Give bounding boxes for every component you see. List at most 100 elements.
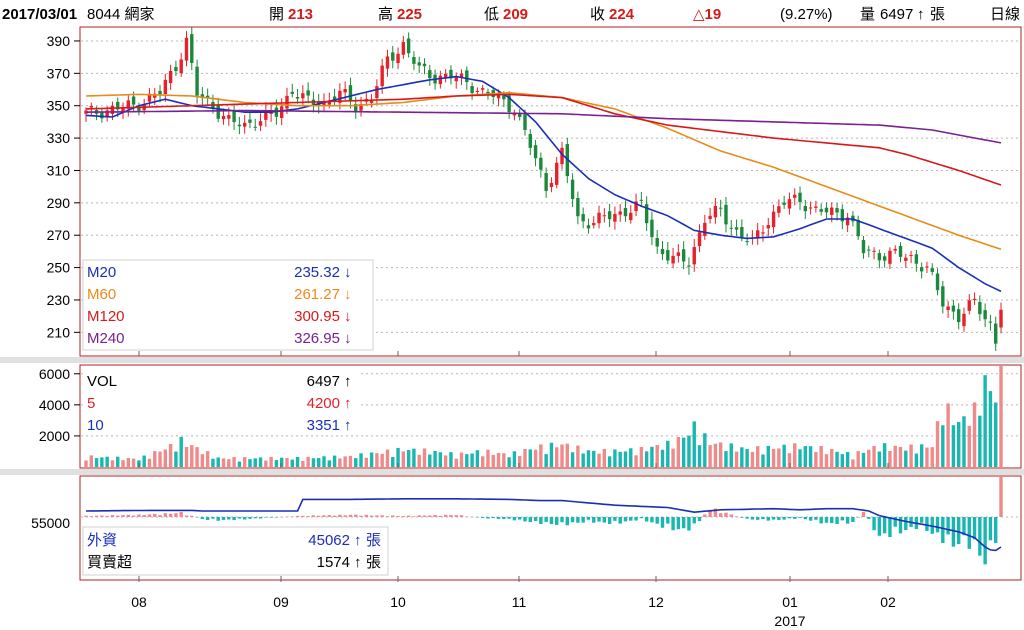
candle-body (401, 42, 406, 55)
volume-bar (544, 454, 548, 467)
volume-legend-box (83, 369, 358, 435)
volume-bar (888, 450, 892, 467)
volume-bar (517, 455, 522, 467)
candle-body (882, 256, 887, 261)
x-year-label: 2017 (774, 613, 805, 629)
foreign-flow-bar (242, 517, 247, 520)
volume-bar (227, 459, 231, 467)
candle-body (999, 309, 1003, 328)
foreign-flow-bar (729, 514, 733, 517)
header-period: 日線 (990, 6, 1020, 23)
candle-body (893, 248, 897, 251)
candle-body (502, 95, 506, 100)
volume-bar (190, 445, 194, 467)
x-month-label: 10 (390, 594, 406, 610)
legend-arrow: ↓ (344, 330, 352, 347)
foreign-flow-bar (110, 515, 115, 517)
foreign-flow-bar (951, 517, 956, 547)
candle-body (163, 79, 168, 95)
volume-bar (232, 457, 236, 467)
foreign-flow-bar (634, 517, 638, 521)
foreign-flow-bar (750, 517, 755, 520)
foreign-flow-bar (867, 517, 871, 519)
volume-bar (983, 375, 987, 467)
foreign-flow-bar (782, 517, 786, 520)
volume-bar (438, 452, 443, 467)
legend-name: M120 (87, 308, 125, 325)
candle-body (322, 101, 326, 106)
candle-body (121, 107, 125, 112)
candle-body (184, 37, 189, 61)
panel-separator-1 (0, 357, 1024, 363)
candle-body (914, 254, 919, 264)
foreign-flow-bar (517, 517, 522, 520)
candle-body (904, 257, 908, 261)
volume-bar (824, 454, 829, 467)
candle-body (396, 53, 400, 64)
foreign-flow-bar (962, 517, 966, 536)
foreign-flow-bar (338, 514, 342, 517)
volume-bar (597, 453, 601, 467)
candle-body (602, 215, 607, 217)
foreign-flow-bar (322, 515, 326, 517)
volume-bar (406, 450, 411, 467)
volume-bar (867, 449, 871, 467)
volume-bar (126, 458, 131, 467)
volume-bar (761, 454, 765, 467)
candle-body (972, 298, 977, 301)
foreign-flow-bar (380, 515, 384, 517)
candle-body (729, 227, 733, 229)
header-low: 209 (503, 6, 528, 23)
volume-bar (766, 445, 770, 467)
foreign-flow-bar (406, 515, 411, 517)
candle-body (983, 310, 987, 320)
foreign-flow-bar (205, 517, 210, 520)
candle-body (618, 211, 622, 215)
x-month-label: 11 (512, 594, 527, 610)
volume-bar (935, 421, 940, 467)
foreign-flow-bar (840, 517, 845, 521)
foreign-flow-bar (851, 517, 855, 523)
candle-body (592, 223, 596, 226)
legend-value: 3351 (307, 417, 340, 434)
candle-body (216, 105, 220, 119)
foreign-flow-bar (629, 517, 633, 521)
foreign-flow-bar (480, 517, 485, 518)
header-change-pct: (9.27%) (780, 6, 833, 23)
candle-body (205, 95, 210, 99)
candle-body (380, 65, 384, 87)
foreign-flow-bar (655, 517, 659, 524)
volume-bar (105, 456, 109, 467)
volume-bar (639, 446, 644, 467)
volume-bar (168, 443, 173, 467)
foreign-flow-bar (872, 517, 876, 531)
candle-body (967, 300, 971, 311)
volume-bar (909, 444, 913, 467)
foreign-flow-bar (486, 517, 490, 519)
candle-body (808, 207, 813, 209)
candle-body (306, 90, 310, 96)
legend-value: 4200 (307, 395, 340, 412)
volume-bar (740, 447, 744, 467)
volume-bar (116, 456, 120, 467)
volume-bar (195, 447, 199, 467)
candle-body (438, 75, 443, 85)
x-month-label: 12 (648, 594, 664, 610)
volume-bar (972, 402, 977, 467)
candle-body (89, 105, 93, 108)
foreign-flow-bar (771, 517, 776, 520)
foreign-flow-bar (327, 515, 331, 517)
foreign-flow-bar (190, 515, 194, 517)
price-tick-label: 210 (47, 324, 71, 340)
candle-body (560, 147, 564, 165)
volume-bar (486, 449, 490, 467)
volume-bar (697, 445, 702, 467)
legend-value: 1574 (317, 554, 350, 571)
foreign-tick-label: 55000 (31, 515, 70, 531)
foreign-flow-bar (359, 515, 363, 517)
candle-body (745, 241, 749, 243)
foreign-flow-bar (745, 517, 749, 519)
foreign-flow-bar (295, 515, 300, 517)
ma-line-m20 (85, 75, 1002, 293)
volume-bar (237, 461, 242, 467)
